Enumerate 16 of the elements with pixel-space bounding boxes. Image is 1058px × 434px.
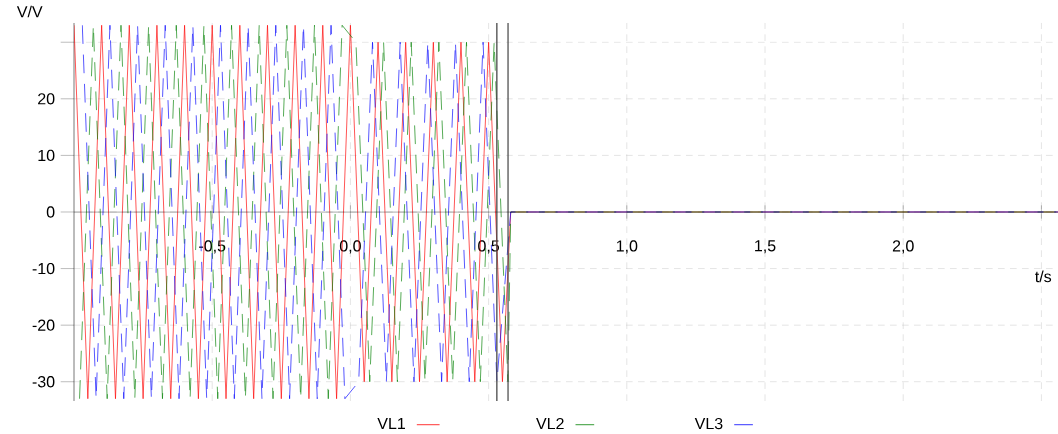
y-tick-label: -30 [32, 376, 55, 388]
legend-label: VL2 [536, 417, 564, 430]
legend-label: VL1 [377, 418, 405, 430]
x-tick-label: 2,0 [892, 240, 914, 254]
y-tick-label: -20 [32, 319, 55, 331]
x-tick-label: 1,5 [755, 240, 776, 254]
y-tick-label: 10 [38, 149, 55, 162]
y-tick-label: -10 [32, 262, 55, 275]
x-tick-label: -0,5 [199, 240, 226, 254]
x-tick-label: 0,0 [339, 240, 361, 254]
x-tick-label: 1,0 [616, 240, 638, 254]
x-axis-title: t/s [1035, 270, 1052, 283]
legend-label: VL3 [694, 417, 723, 430]
y-tick-label: 20 [38, 93, 55, 105]
y-tick-label: 0 [46, 206, 55, 218]
y-axis-title: V/V [16, 5, 43, 18]
